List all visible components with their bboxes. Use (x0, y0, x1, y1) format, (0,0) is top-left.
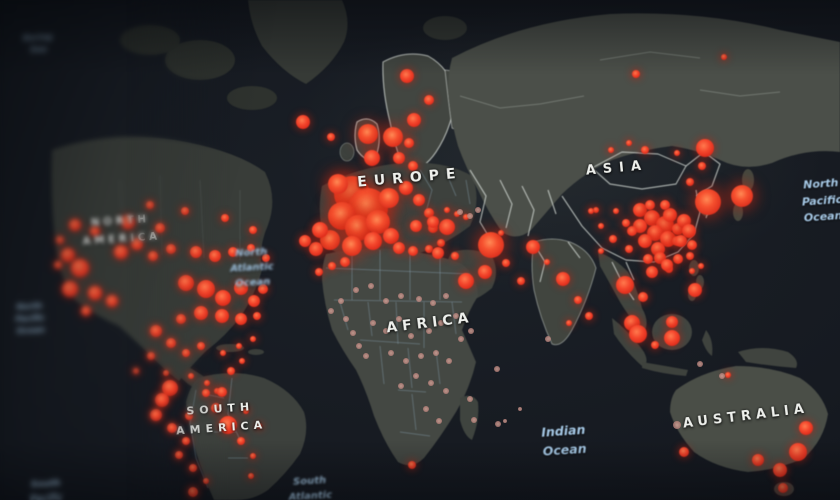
ocean-label-north-pacific-ocean-east-line: Ocean (803, 208, 840, 225)
continent-label-south-america: SOUTH AMERICA (174, 397, 268, 441)
ocean-label-south-atlantic: South Atlantic (288, 473, 333, 500)
ocean-label-bering-sea-line: Sea (29, 44, 47, 55)
ocean-label-north-pacific-ocean-east: North Pacific Ocean (800, 175, 840, 227)
continent-label-europe: EUROPE (356, 163, 463, 196)
ocean-label-north-pacific-ocean-west-line: Ocean (16, 325, 45, 336)
continent-label-north-america: NORTH AMERICA (81, 210, 161, 251)
ocean-label-indian-ocean-line: Ocean (542, 440, 587, 459)
continent-label-asia-line: ASIA (585, 158, 649, 179)
ocean-label-bering-sea: Bering Sea (23, 31, 54, 57)
ocean-label-south-pacific: South Pacific (29, 478, 63, 500)
continent-label-australia: AUSTRALIA (682, 398, 810, 435)
continent-label-europe-line: EUROPE (356, 165, 464, 191)
ocean-label-bering-sea-line: Bering (22, 32, 53, 43)
ocean-label-north-atlantic-ocean-line: Ocean (234, 276, 271, 290)
continent-label-asia: ASIA (585, 155, 649, 182)
continent-label-africa-line: AFRICA (385, 309, 475, 337)
ocean-label-south-atlantic-line: Atlantic (288, 489, 333, 500)
continent-label-africa: AFRICA (385, 307, 475, 341)
continent-label-australia-line: AUSTRALIA (682, 401, 810, 432)
ocean-label-north-pacific-ocean-east-line: North (802, 176, 839, 192)
ocean-label-south-pacific-line: South (30, 478, 61, 491)
ocean-label-south-pacific-line: Pacific (29, 492, 64, 500)
ocean-label-north-atlantic-ocean: North Atlantic Ocean (229, 244, 275, 291)
ocean-label-indian-ocean: Indian Ocean (541, 421, 588, 461)
ocean-label-north-pacific-ocean-west: North Pacific Ocean (14, 300, 45, 337)
